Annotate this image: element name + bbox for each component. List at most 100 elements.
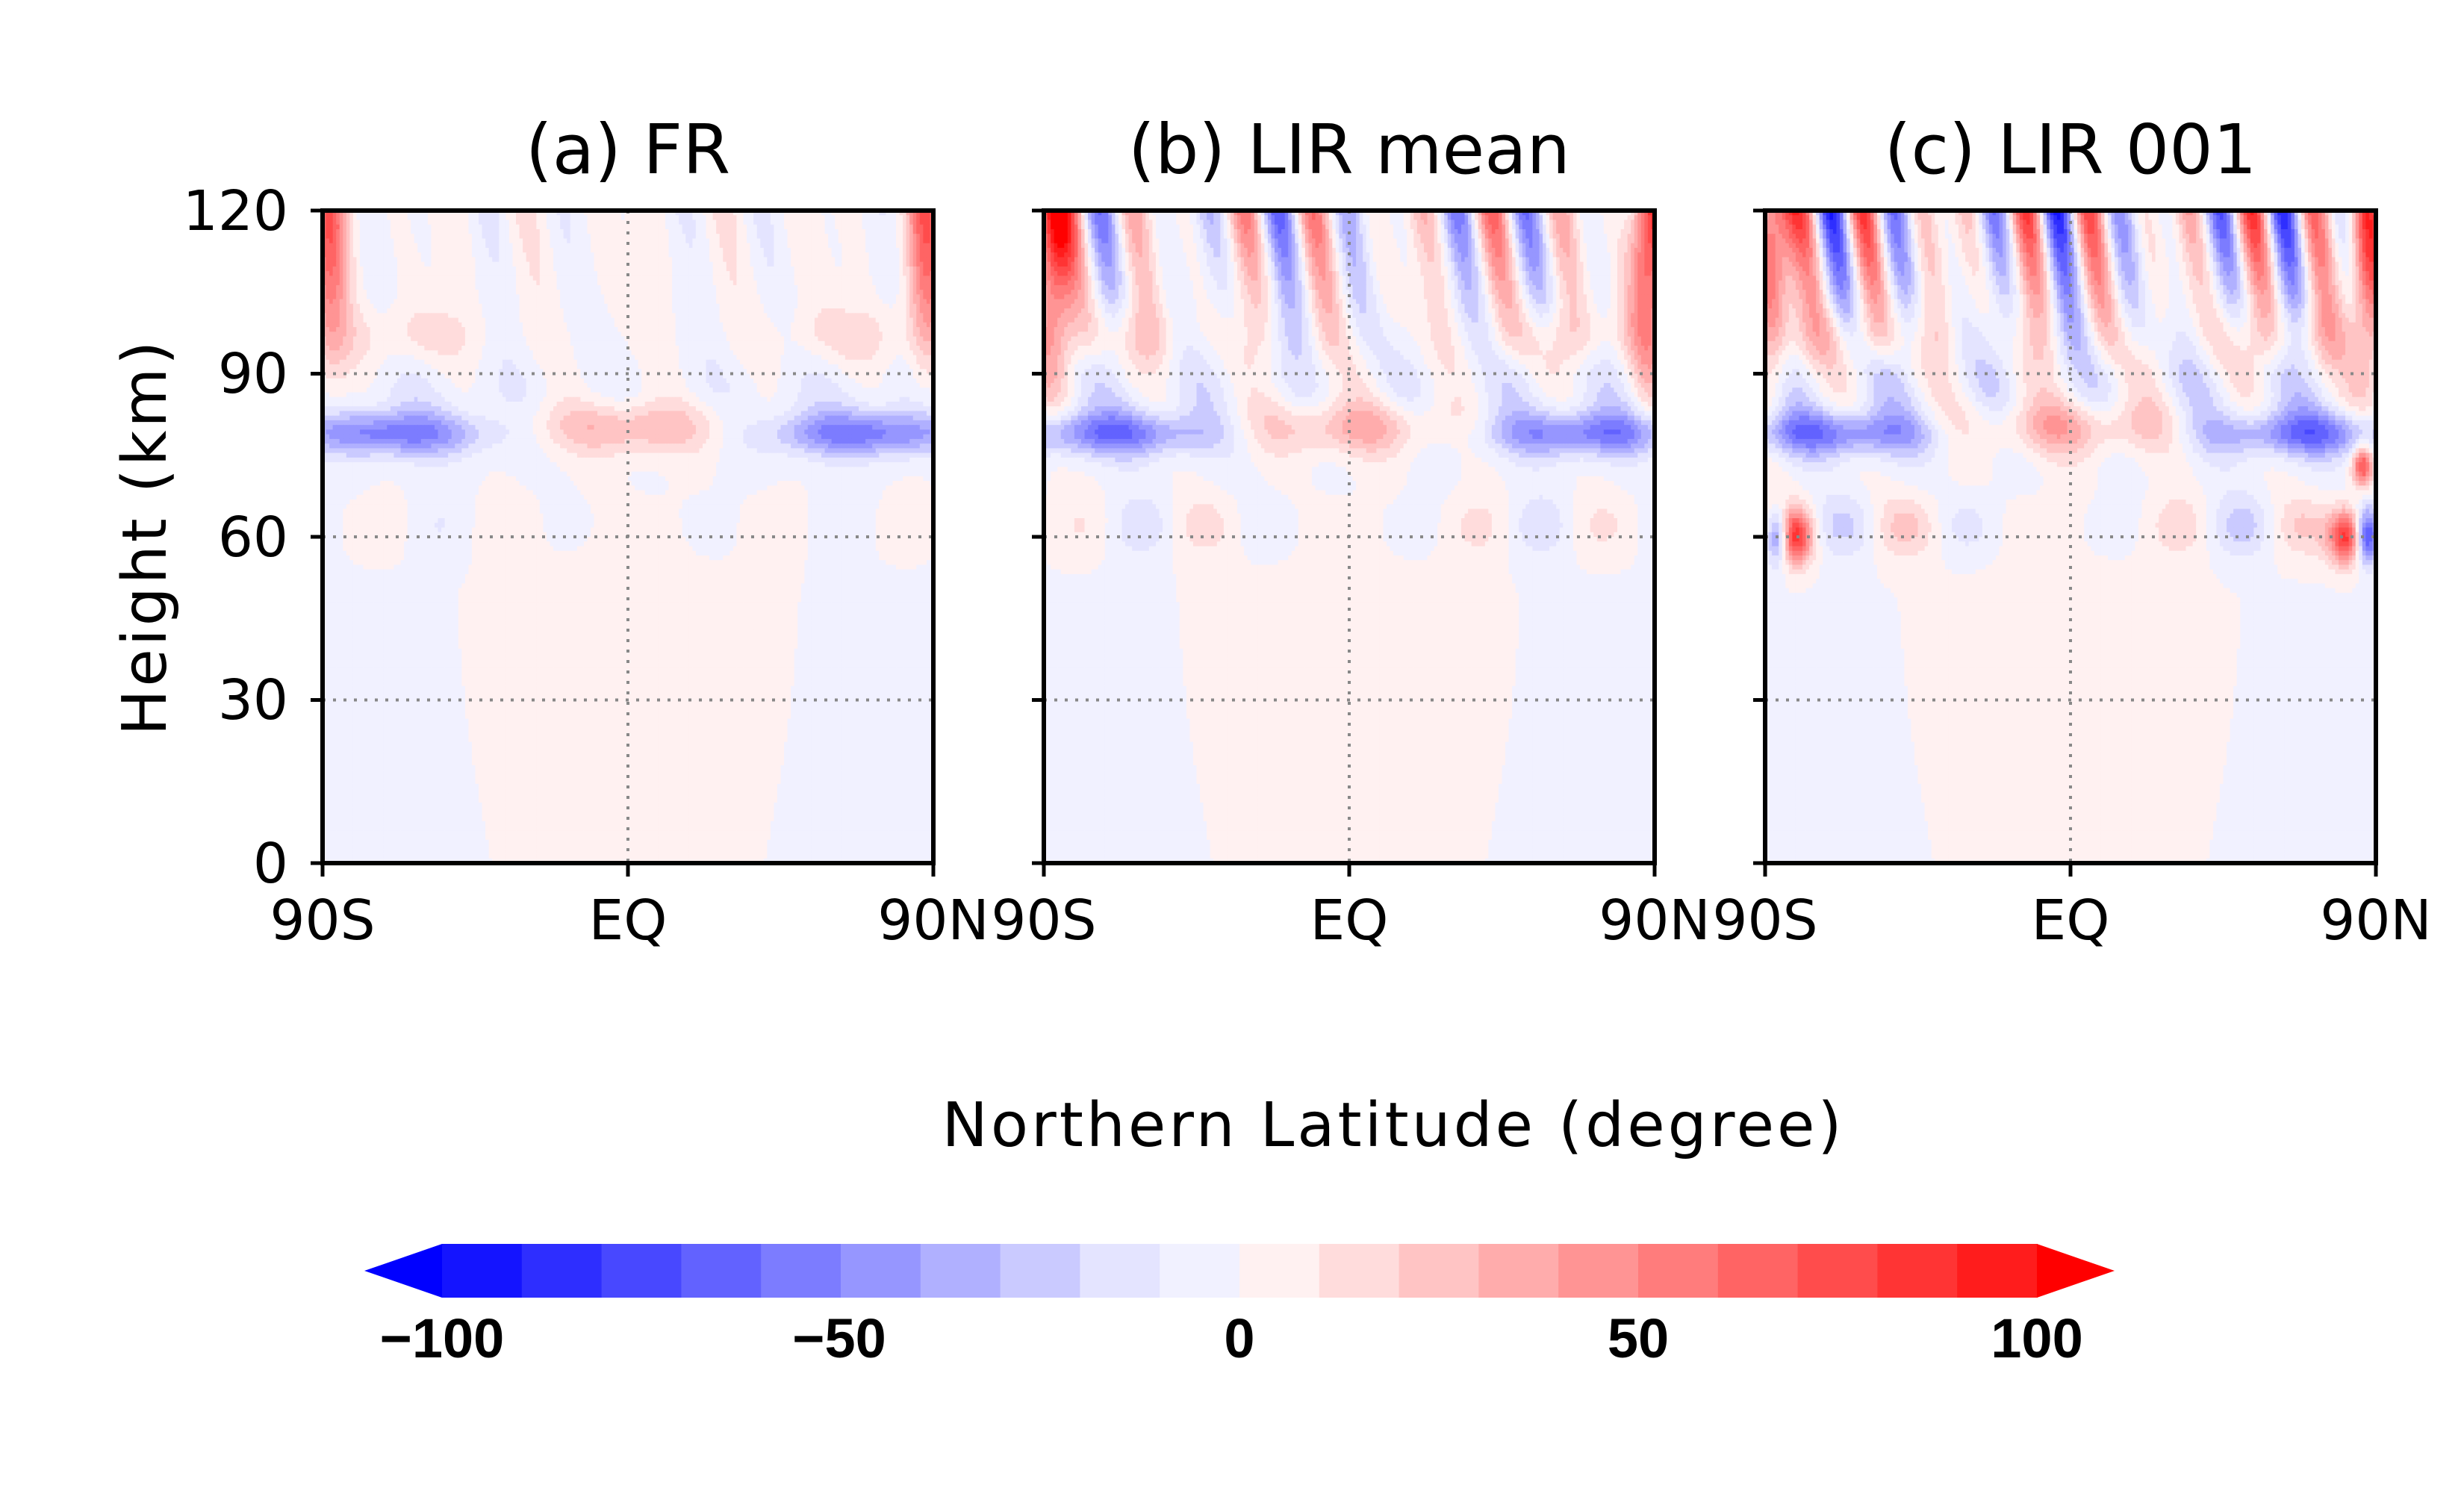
field-cell: [492, 238, 496, 243]
field-cell: [360, 243, 364, 249]
field-cell: [601, 281, 605, 286]
field-cell: [624, 276, 628, 281]
field-cell: [512, 215, 516, 220]
field-cell: [393, 299, 397, 305]
field-cell: [699, 257, 703, 262]
field-cell: [424, 313, 428, 318]
field-cell: [533, 225, 537, 230]
field-cell: [393, 234, 397, 239]
field-cell: [428, 215, 432, 220]
field-cell: [862, 252, 866, 258]
field-cell: [635, 299, 638, 305]
field-cell: [900, 271, 903, 276]
field-cell: [723, 229, 727, 234]
field-cell: [438, 234, 442, 239]
field-cell: [391, 304, 394, 309]
field-cell: [788, 225, 791, 230]
field-cell: [516, 290, 520, 295]
field-cell: [340, 271, 343, 276]
field-cell: [889, 248, 893, 253]
field-cell: [520, 248, 523, 253]
field-cell: [692, 252, 696, 258]
field-cell: [621, 248, 625, 253]
field-cell: [340, 313, 343, 318]
field-cell: [438, 257, 442, 262]
field-cell: [865, 281, 869, 286]
field-cell: [720, 243, 724, 249]
field-cell: [424, 276, 428, 281]
field-cell: [744, 285, 747, 290]
field-cell: [825, 308, 829, 314]
field-cell: [536, 271, 540, 276]
field-cell: [485, 308, 489, 314]
field-cell: [445, 248, 449, 253]
field-cell: [876, 313, 880, 318]
field-cell: [682, 276, 686, 281]
field-cell: [353, 220, 357, 225]
field-cell: [896, 229, 900, 234]
field-cell: [393, 225, 397, 230]
field-cell: [615, 215, 618, 220]
field-cell: [550, 252, 553, 258]
field-cell: [628, 215, 632, 220]
field-cell: [825, 229, 829, 234]
field-cell: [349, 234, 353, 239]
field-cell: [505, 238, 509, 243]
field-cell: [682, 229, 686, 234]
field-cell: [611, 271, 615, 276]
field-cell: [604, 323, 608, 328]
field-cell: [485, 276, 489, 281]
field-cell: [764, 281, 768, 286]
field-cell: [883, 225, 886, 230]
field-cell: [855, 225, 859, 230]
field-cell: [811, 267, 815, 272]
field-cell: [329, 243, 333, 249]
field-cell: [340, 262, 343, 267]
field-cell: [641, 220, 645, 225]
field-cell: [373, 285, 377, 290]
field-cell: [458, 243, 462, 249]
field-cell: [417, 267, 421, 272]
field-cell: [638, 304, 642, 309]
field-cell: [496, 304, 500, 309]
field-cell: [638, 229, 642, 234]
field-cell: [499, 243, 503, 249]
field-cell: [353, 215, 357, 220]
field-cell: [900, 248, 903, 253]
field-cell: [632, 308, 635, 314]
field-cell: [458, 313, 462, 318]
field-cell: [417, 276, 421, 281]
field-cell: [903, 238, 906, 243]
field-cell: [448, 308, 452, 314]
field-cell: [699, 220, 703, 225]
field-cell: [821, 308, 825, 314]
field-cell: [692, 248, 696, 253]
field-cell: [573, 252, 577, 258]
field-cell: [720, 220, 724, 225]
field-cell: [594, 215, 598, 220]
field-cell: [465, 318, 469, 323]
field-cell: [648, 215, 652, 220]
field-cell: [916, 229, 920, 234]
field-cell: [736, 313, 740, 318]
field-cell: [624, 225, 628, 230]
field-cell: [696, 313, 700, 318]
field-cell: [384, 225, 388, 230]
field-cell: [370, 229, 374, 234]
field-cell: [883, 257, 886, 262]
field-cell: [503, 220, 506, 225]
field-cell: [706, 220, 710, 225]
field-cell: [635, 220, 638, 225]
field-cell: [424, 215, 428, 220]
field-cell: [808, 313, 812, 318]
field-cell: [909, 225, 913, 230]
field-cell: [655, 323, 659, 328]
field-cell: [825, 252, 829, 258]
field-cell: [441, 262, 445, 267]
field-cell: [441, 313, 445, 318]
field-cell: [461, 285, 465, 290]
field-cell: [367, 267, 370, 272]
field-cell: [343, 262, 346, 267]
field-cell: [655, 257, 659, 262]
field-cell: [696, 299, 700, 305]
